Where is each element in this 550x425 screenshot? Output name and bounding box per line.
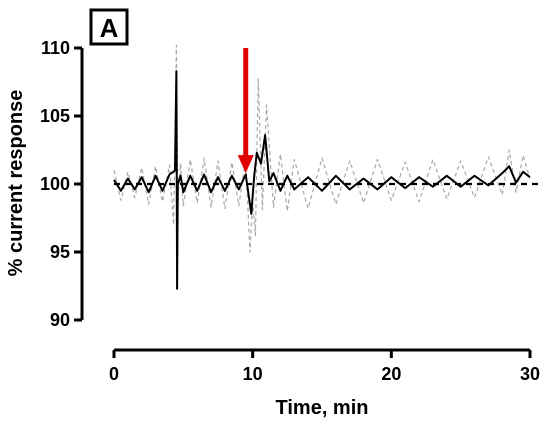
- y-tick-label-110: 110: [41, 38, 70, 58]
- panel-label-text: A: [100, 13, 119, 43]
- y-tick-label-95: 95: [50, 242, 70, 262]
- panel-label-box: [89, 8, 129, 46]
- x-tick-label-0: 0: [109, 364, 119, 384]
- y-axis-title: % current response: [5, 90, 27, 277]
- x-tick-label-30: 30: [520, 364, 540, 384]
- x-axis-title: Time, min: [276, 397, 369, 419]
- arrow-head: [237, 155, 254, 174]
- y-tick-label-90: 90: [50, 310, 70, 330]
- plot-area: 90 95 100 105 110 0 10 20 30: [40, 38, 540, 384]
- x-tick-label-10: 10: [243, 364, 263, 384]
- y-tick-label-100: 100: [40, 174, 70, 194]
- y-tick-label-105: 105: [40, 106, 70, 126]
- x-tick-label-20: 20: [381, 364, 401, 384]
- panel-label: A: [89, 8, 129, 46]
